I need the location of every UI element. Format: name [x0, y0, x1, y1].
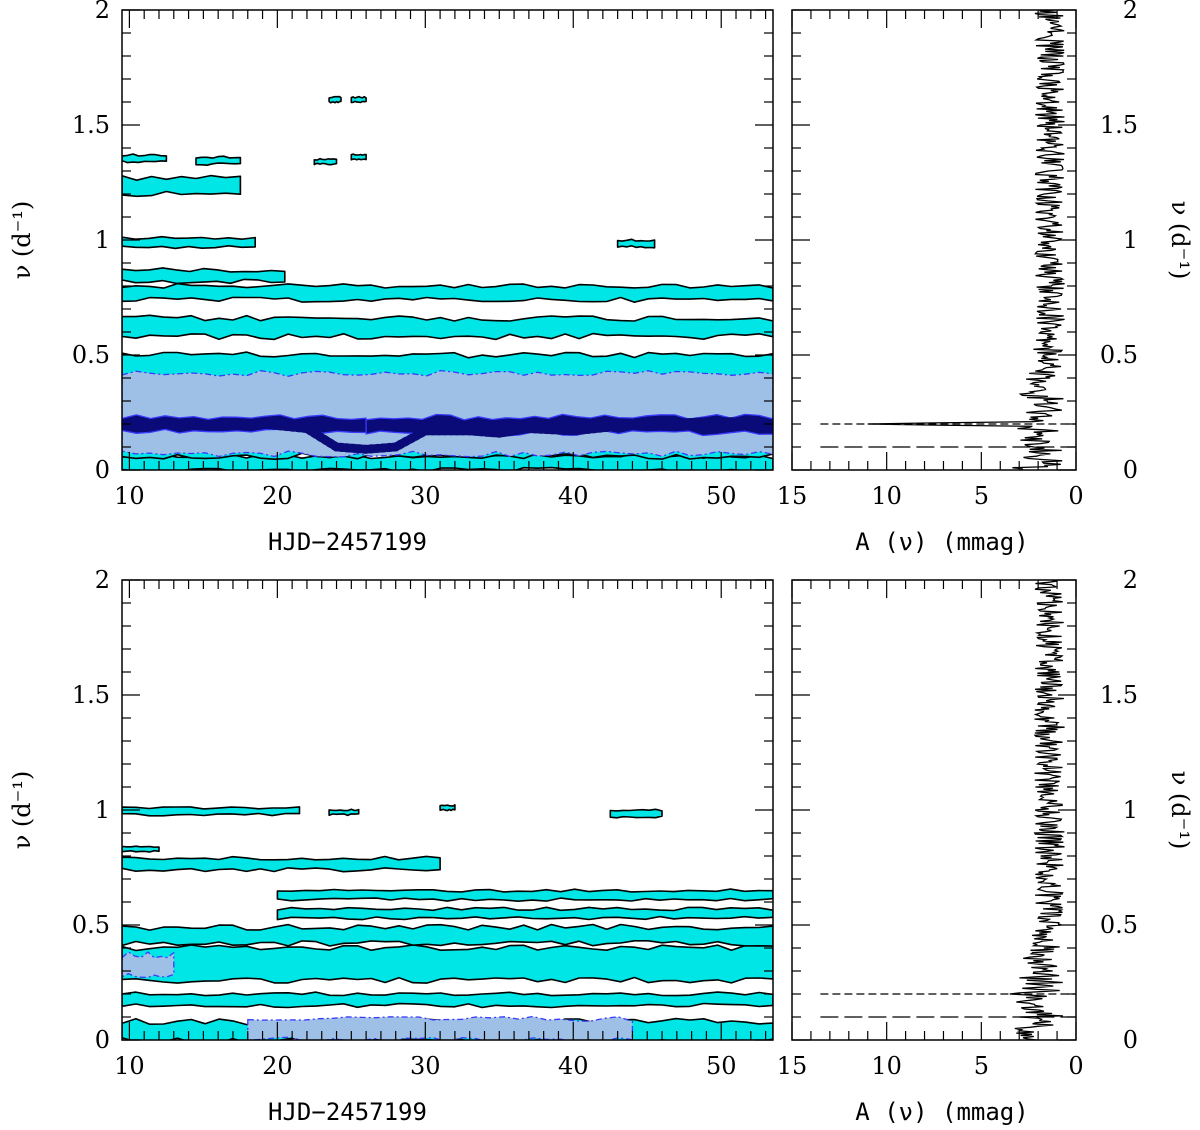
spec-x-tick-label: 15 [777, 482, 808, 510]
contour-band [350, 95, 367, 104]
contour-band [122, 282, 773, 303]
contour-band [122, 951, 175, 979]
spec-y-tick-label: 2 [1123, 566, 1138, 594]
x-axis-label: HJD−2457199 [268, 1098, 427, 1126]
spec-y-tick-label: 1 [1123, 226, 1138, 254]
y-tick-label: 0 [95, 456, 110, 484]
contour-band [122, 944, 773, 984]
contour-band [122, 923, 773, 947]
spec-y-axis-label: ν (d⁻¹) [1166, 201, 1194, 280]
x-tick-label: 40 [558, 482, 589, 510]
bottom-spectrum-frame [791, 579, 1077, 1041]
y-tick-label: 1.5 [72, 681, 110, 709]
spec-x-axis-label: A (ν) (mmag) [855, 1098, 1028, 1126]
ridge-marker [259, 421, 266, 427]
top-panel: 10 20 30 40 500 00.5 0.51 11.5 1.52 2HJD−2457199ν… [8, 0, 1194, 556]
spec-y-tick-label: 1.5 [1100, 111, 1138, 139]
x-tick-label: 30 [410, 1052, 441, 1080]
ridge-marker [614, 423, 621, 430]
spec-x-tick-label: 5 [974, 1052, 989, 1080]
contour-band [439, 804, 456, 812]
spec-x-tick-label: 5 [974, 482, 989, 510]
ridge-marker [747, 418, 754, 425]
bottom-contour-area [122, 804, 773, 1040]
contour-band [122, 855, 441, 873]
y-tick-label: 2 [95, 0, 110, 24]
ridge-marker [496, 430, 503, 437]
ridge-marker [466, 427, 473, 434]
contour-band [122, 235, 256, 250]
ridge-marker [333, 444, 340, 450]
contour-band [328, 95, 342, 104]
contour-band [276, 888, 773, 902]
ridge-marker [570, 427, 577, 434]
x-tick-label: 10 [114, 1052, 145, 1080]
amplitude-spectrum-line [867, 9, 1065, 471]
contour-band [122, 991, 773, 1009]
bottom-panel: 10 20 30 40 500 00.5 0.51 11.5 1.52 2HJD−2457199ν… [8, 566, 1194, 1126]
ridge-marker [703, 418, 710, 425]
contour-band [195, 155, 242, 166]
y-tick-label: 0.5 [72, 911, 110, 939]
contour-band [616, 238, 656, 249]
ridge-marker [392, 444, 399, 450]
spec-y-axis-label: ν (d⁻¹) [1166, 771, 1194, 850]
spec-y-tick-label: 0 [1123, 456, 1138, 484]
contour-band [122, 153, 168, 164]
y-tick-label: 2 [95, 566, 110, 594]
ridge-marker [303, 425, 310, 432]
contour-band [122, 845, 160, 853]
y-tick-label: 1.5 [72, 111, 110, 139]
y-tick-label: 1 [95, 796, 110, 824]
x-axis-label: HJD−2457199 [268, 528, 427, 556]
amplitude-spectrum-line [1009, 579, 1065, 1041]
spec-x-tick-label: 10 [871, 482, 902, 510]
spec-x-tick-label: 0 [1068, 1052, 1083, 1080]
x-tick-label: 20 [262, 1052, 293, 1080]
y-tick-label: 0 [95, 1026, 110, 1054]
top-spectrum-frame [791, 9, 1077, 471]
ridge-marker [422, 427, 429, 434]
spec-x-tick-label: 10 [871, 1052, 902, 1080]
y-axis-label: ν (d⁻¹) [8, 771, 36, 850]
contour-band [609, 808, 663, 819]
y-tick-label: 0.5 [72, 341, 110, 369]
spec-y-tick-label: 0 [1123, 1026, 1138, 1054]
y-axis-label: ν (d⁻¹) [8, 201, 36, 280]
contour-band [122, 806, 301, 817]
spec-x-tick-label: 0 [1068, 482, 1083, 510]
x-tick-label: 50 [706, 1052, 737, 1080]
contour-band [122, 314, 773, 341]
contour-band [276, 906, 773, 921]
spec-y-tick-label: 1 [1123, 796, 1138, 824]
spec-x-axis-label: A (ν) (mmag) [855, 528, 1028, 556]
contour-band [313, 157, 338, 166]
top-contour-area [122, 95, 773, 470]
ridge-marker [170, 421, 177, 427]
x-tick-label: 10 [114, 482, 145, 510]
ridge-marker [525, 425, 532, 432]
contour-band [122, 174, 242, 198]
spec-x-tick-label: 15 [777, 1052, 808, 1080]
spec-y-tick-label: 0.5 [1100, 341, 1138, 369]
ridge-marker [363, 446, 370, 453]
spec-y-tick-label: 2 [1123, 0, 1138, 24]
contour-band [350, 153, 367, 161]
x-tick-label: 30 [410, 482, 441, 510]
contour-band [328, 808, 360, 817]
x-tick-label: 20 [262, 482, 293, 510]
ridge-marker [215, 423, 222, 430]
ridge-marker [659, 421, 666, 427]
y-tick-label: 1 [95, 226, 110, 254]
spec-y-tick-label: 1.5 [1100, 681, 1138, 709]
contour-band [122, 369, 773, 458]
x-tick-label: 40 [558, 1052, 589, 1080]
x-tick-label: 50 [706, 482, 737, 510]
spec-y-tick-label: 0.5 [1100, 911, 1138, 939]
contour-band [122, 267, 286, 285]
